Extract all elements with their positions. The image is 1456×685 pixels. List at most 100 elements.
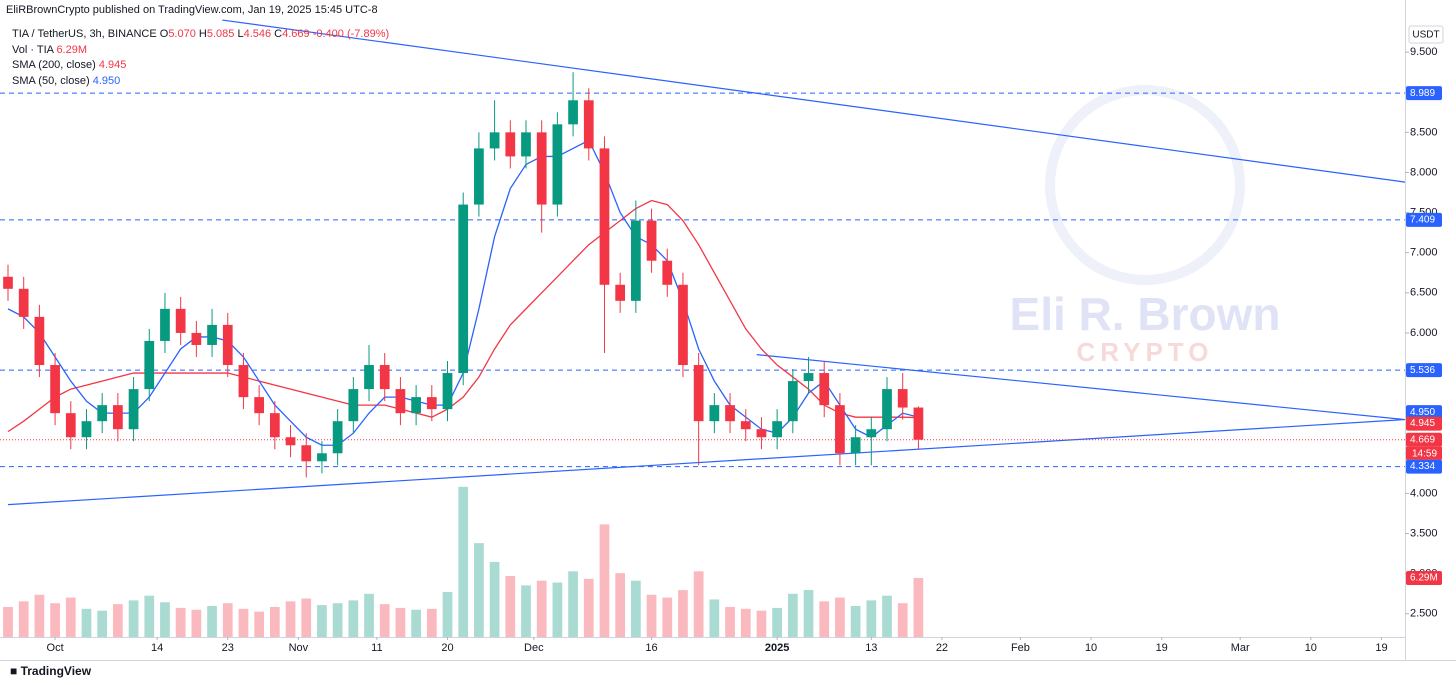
volume-bar <box>81 608 92 637</box>
candle-body <box>395 389 406 414</box>
volume-bar <box>97 610 108 637</box>
price-label: 4.950 <box>1410 407 1435 418</box>
price-label: 4.669 <box>1410 434 1435 445</box>
volume-bar <box>913 577 924 637</box>
candle-body <box>144 340 155 390</box>
volume-bar <box>3 606 13 637</box>
x-tick-label: 20 <box>441 642 453 654</box>
candle-body <box>913 407 924 440</box>
volume-bar <box>50 603 60 637</box>
x-tick-label: 22 <box>936 642 948 654</box>
candle-body <box>426 397 437 410</box>
currency-box[interactable] <box>1408 25 1444 44</box>
level-label-bg <box>1406 212 1442 227</box>
y-tick-label: 7.000 <box>1410 247 1438 259</box>
candle-body <box>725 405 735 422</box>
sma200-row: SMA (200, close) 4.945 <box>12 58 389 74</box>
candle-body <box>552 124 563 205</box>
x-tick-label: Feb <box>1011 642 1030 654</box>
volume-bar <box>458 486 469 637</box>
sma50-row: SMA (50, close) 4.950 <box>12 74 389 90</box>
volume-bar <box>897 603 908 637</box>
volume-bar <box>882 595 892 637</box>
candle-body <box>630 220 641 301</box>
x-tick-label: 10 <box>1305 642 1317 654</box>
symbol-row: TIA / TetherUS, 3h, BINANCE O5.070 H5.08… <box>12 27 389 43</box>
price-label-bg <box>1406 416 1442 431</box>
volume-bar <box>191 609 202 637</box>
volume-bar <box>18 601 29 637</box>
volume-label-bg <box>1406 570 1442 585</box>
volume-bar <box>709 599 720 637</box>
volume-value: 6.29M <box>56 43 88 56</box>
candle-body <box>521 132 531 157</box>
volume-bar <box>411 609 421 637</box>
volume-bar <box>65 597 76 637</box>
ohlc-label: C <box>274 28 283 40</box>
x-tick-label: 10 <box>1085 642 1097 654</box>
sma-value: 4.950 <box>92 74 121 87</box>
price-label-bg <box>1406 432 1442 447</box>
symbol: TIA / TetherUS, 3h, BINANCE <box>12 28 157 40</box>
volume-bar <box>285 601 296 637</box>
volume-bar <box>238 608 249 637</box>
volume-bar <box>34 594 45 637</box>
ohlc-value: 4.669 <box>282 28 310 40</box>
volume-label: 6.29M <box>1410 573 1438 584</box>
volume-bar <box>740 608 751 637</box>
countdown: 14:59 <box>1412 448 1437 459</box>
volume-bar <box>772 607 783 637</box>
sma-name: SMA (50, close) <box>12 74 90 87</box>
ohlc-value: 4.546 <box>243 28 272 40</box>
candle-body <box>50 365 60 414</box>
ohlc-item: L4.546 <box>234 28 271 40</box>
x-tick-label: 11 <box>371 642 382 654</box>
candle-body <box>222 324 233 366</box>
candle-body <box>646 220 657 261</box>
volume-bar <box>505 575 516 637</box>
candle-body <box>866 429 877 438</box>
candle-body <box>897 389 908 408</box>
volume-bar <box>301 598 312 637</box>
y-tick-label: 8.500 <box>1410 126 1438 138</box>
candle-body <box>693 365 704 422</box>
volume-bar <box>269 606 280 637</box>
candle-body <box>332 421 343 454</box>
volume-bar <box>552 582 563 637</box>
volume-bar <box>803 590 814 637</box>
volume-bar <box>426 608 437 637</box>
x-tick-label: 2025 <box>765 642 789 654</box>
candle-body <box>34 316 45 366</box>
volume-bar <box>646 594 657 637</box>
ohlc-label: O <box>159 28 169 40</box>
price-label: 4.945 <box>1410 418 1435 429</box>
candle-body <box>301 445 312 462</box>
volume-bar <box>662 597 673 637</box>
x-tick-label: Dec <box>524 642 544 654</box>
volume-bar <box>583 578 594 637</box>
volume-bar <box>756 610 767 637</box>
candle-body <box>348 389 359 422</box>
legend: TIA / TetherUS, 3h, BINANCE O5.070 H5.08… <box>12 27 389 89</box>
level-label-bg <box>1406 459 1442 474</box>
sma200-line <box>7 199 919 433</box>
candle-body <box>269 413 280 438</box>
volume-bar <box>207 606 217 637</box>
ohlc-label: L <box>237 28 244 40</box>
watermark-name: Eli R. Brown <box>1010 288 1281 340</box>
candle-body <box>113 405 123 430</box>
candle-body <box>474 148 484 205</box>
level-label: 5.536 <box>1410 365 1435 376</box>
volume-bar <box>175 607 186 637</box>
candle-body <box>787 381 798 422</box>
trendline <box>756 353 1405 421</box>
y-tick-label: 3.500 <box>1410 527 1438 539</box>
volume-bar <box>332 603 343 637</box>
candle-body <box>882 389 892 430</box>
volume-bar <box>317 605 327 637</box>
level-label: 8.989 <box>1410 88 1435 99</box>
candle-body <box>568 100 578 125</box>
volume-bar <box>725 606 735 637</box>
volume-bar <box>222 603 233 637</box>
ohlc-item: H5.085 <box>196 28 234 40</box>
